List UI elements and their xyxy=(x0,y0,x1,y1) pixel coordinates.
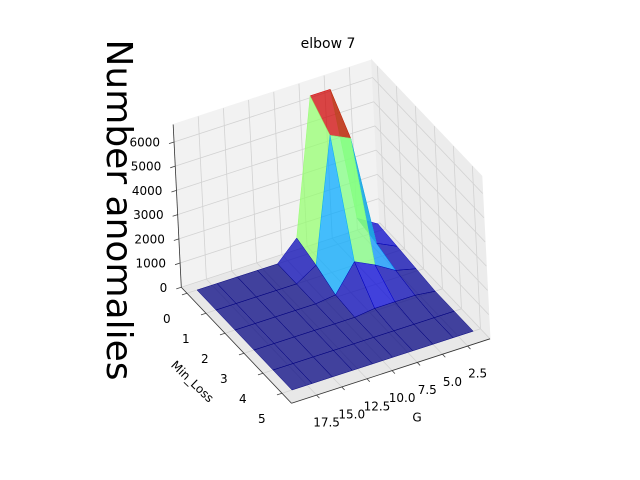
z-tick-label: 2000 xyxy=(134,232,165,246)
grid-line xyxy=(379,222,491,340)
tick-mark xyxy=(467,345,471,350)
grid-line xyxy=(372,77,484,194)
grid-line xyxy=(433,126,443,289)
tick-mark xyxy=(238,352,245,356)
grid-line xyxy=(175,101,374,167)
grid-line xyxy=(374,125,486,243)
grid-line xyxy=(173,77,373,143)
axis-line xyxy=(181,286,292,404)
tick-mark xyxy=(416,362,421,366)
tick-mark xyxy=(176,286,182,290)
z-tick-label: 0 xyxy=(160,281,168,295)
grid-line xyxy=(376,66,386,229)
axis-line xyxy=(291,338,491,404)
tick-mark xyxy=(170,165,176,169)
grid-line xyxy=(395,86,405,249)
grid-line xyxy=(197,116,207,280)
tick-mark xyxy=(200,312,207,316)
grid-line xyxy=(378,198,490,315)
grid-line xyxy=(223,108,232,271)
tick-mark xyxy=(391,370,396,374)
y-tick-label: 2 xyxy=(201,352,209,366)
tick-mark xyxy=(174,262,181,266)
y-tick-label: 5 xyxy=(258,412,266,426)
z-tick-label: 3000 xyxy=(133,208,164,222)
tick-mark xyxy=(173,238,180,241)
x-tick-label: 7.5 xyxy=(418,383,437,397)
grid-line xyxy=(471,166,481,329)
grid-line xyxy=(414,106,424,269)
y-tick-label: 3 xyxy=(220,372,228,386)
tick-mark xyxy=(316,394,320,399)
z-tick-label: 6000 xyxy=(129,135,160,149)
axis-line xyxy=(172,124,182,288)
tick-mark xyxy=(219,332,226,336)
tick-mark xyxy=(181,292,188,296)
y-tick-label: 1 xyxy=(182,332,190,346)
grid-line xyxy=(377,174,488,291)
x-tick-label: 15.0 xyxy=(338,407,365,421)
x-tick-label: 10.0 xyxy=(389,391,416,405)
tick-mark xyxy=(341,386,345,391)
grid-line xyxy=(373,101,485,218)
tick-mark xyxy=(276,392,283,396)
tick-mark xyxy=(172,214,178,217)
grid-line xyxy=(248,100,258,263)
chart-title: elbow 7 xyxy=(301,36,356,52)
z-tick-label: 4000 xyxy=(132,184,163,198)
grid-line xyxy=(452,146,462,309)
tick-mark xyxy=(257,372,264,376)
tick-mark xyxy=(366,378,371,383)
x-tick-label: 12.5 xyxy=(364,399,391,413)
x-axis-label: G xyxy=(412,411,421,425)
grid-line xyxy=(273,91,283,255)
tick-mark xyxy=(442,353,446,358)
y-axis-label: Min_Loss xyxy=(168,358,216,405)
surface-face xyxy=(272,363,313,391)
tick-mark xyxy=(168,141,175,144)
x-tick-label: 5.0 xyxy=(443,375,462,389)
x-tick-label: 2.5 xyxy=(468,367,487,381)
tick-mark xyxy=(171,190,177,193)
y-tick-label: 0 xyxy=(163,312,171,326)
grid-line xyxy=(375,149,487,267)
y-tick-label: 4 xyxy=(239,392,247,406)
z-axis-label: Number anomalies xyxy=(98,40,139,381)
z-tick-label: 5000 xyxy=(131,160,162,174)
x-tick-label: 17.5 xyxy=(313,416,340,430)
z-tick-label: 1000 xyxy=(136,257,167,271)
